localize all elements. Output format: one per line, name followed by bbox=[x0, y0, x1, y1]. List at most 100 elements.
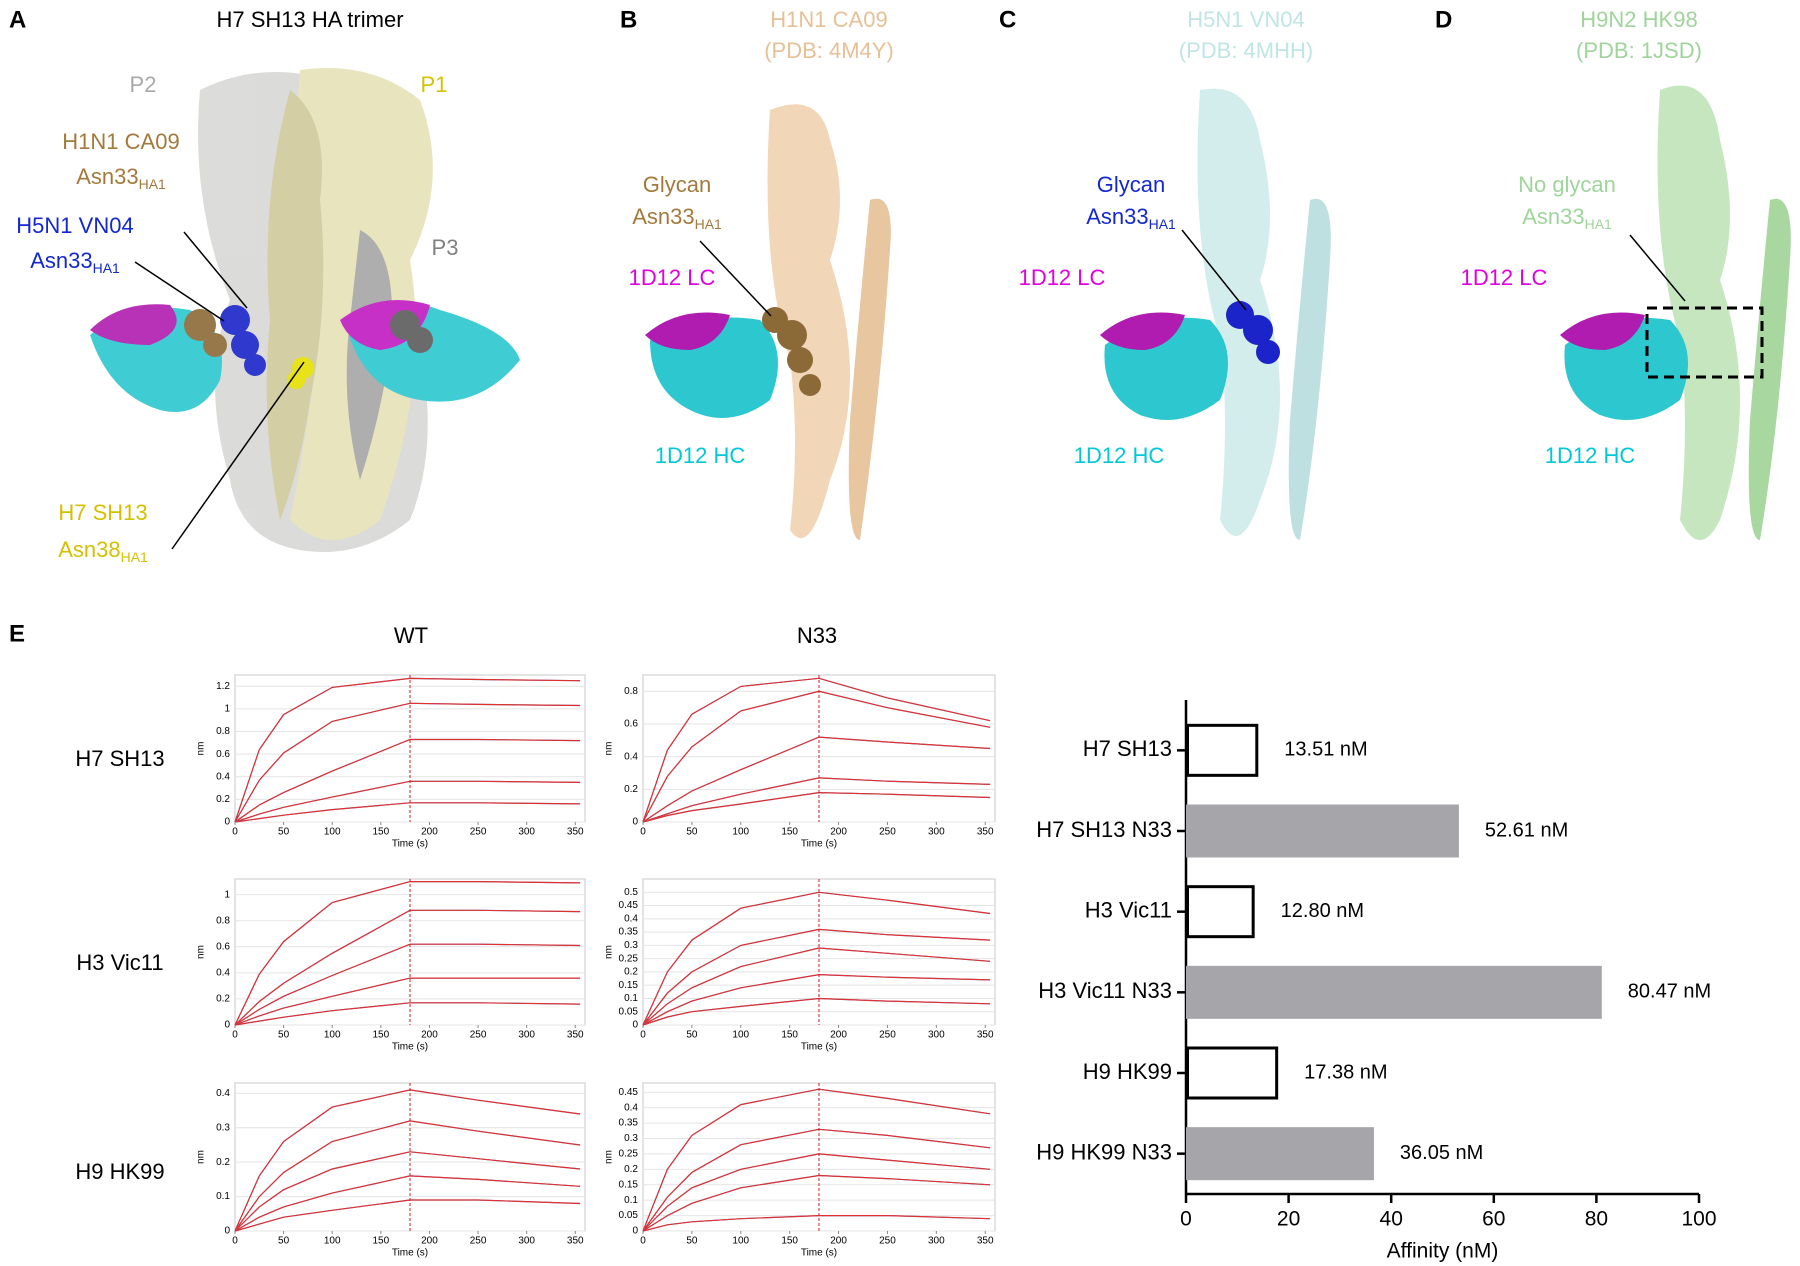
x-tick-label: 50 bbox=[278, 827, 290, 838]
x-tick-label: 150 bbox=[781, 1030, 798, 1041]
chain-label: 1D12 LC bbox=[1019, 265, 1106, 290]
bar bbox=[1186, 804, 1459, 858]
x-tick-label: 0 bbox=[640, 1030, 646, 1041]
bar bbox=[1186, 1127, 1374, 1181]
y-tick-label: 0.6 bbox=[216, 941, 230, 952]
y-tick-label: 0 bbox=[632, 817, 638, 828]
fit-curve bbox=[234, 1175, 581, 1232]
column-title: N33 bbox=[797, 623, 837, 648]
y-tick-label: 0.4 bbox=[216, 967, 230, 978]
x-axis-label: Time (s) bbox=[392, 1042, 428, 1053]
x-tick-label: 100 bbox=[324, 827, 341, 838]
panel-label: C bbox=[999, 6, 1016, 33]
fit-curve bbox=[234, 1120, 581, 1232]
y-tick-label: 0.15 bbox=[619, 980, 639, 991]
x-axis-label: Time (s) bbox=[392, 1248, 428, 1259]
x-tick-label: 100 bbox=[732, 1236, 749, 1247]
y-tick-label: 0.2 bbox=[624, 784, 638, 795]
fit-curve bbox=[642, 777, 991, 823]
x-axis-label: Time (s) bbox=[801, 1042, 837, 1053]
y-tick-label: 0.25 bbox=[619, 1149, 639, 1160]
y-axis-label: nm bbox=[604, 1150, 615, 1164]
value-label: 80.47 nM bbox=[1628, 981, 1711, 1003]
x-tick-label: 200 bbox=[830, 827, 847, 838]
fit-curve bbox=[234, 909, 581, 1026]
chain-label: 1D12 HC bbox=[1074, 443, 1165, 468]
bar bbox=[1186, 885, 1255, 939]
y-tick-label: 0.05 bbox=[619, 1210, 639, 1221]
y-tick-label: 1.2 bbox=[216, 681, 230, 692]
y-tick-label: 0.8 bbox=[216, 726, 230, 737]
y-tick-label: 0.2 bbox=[624, 967, 638, 978]
chain-label: 1D12 LC bbox=[1461, 265, 1548, 290]
y-tick-label: 0.6 bbox=[216, 749, 230, 760]
leader-lines bbox=[134, 229, 1686, 550]
y-tick-label: 0.4 bbox=[216, 1088, 230, 1099]
x-tick-label: 350 bbox=[567, 1236, 584, 1247]
y-tick-label: 0.4 bbox=[624, 913, 638, 924]
fit-curve bbox=[234, 1199, 581, 1232]
x-tick-label: 250 bbox=[879, 1236, 896, 1247]
y-tick-label: 1 bbox=[224, 889, 230, 900]
fit-curve bbox=[234, 677, 581, 823]
y-tick-label: 1 bbox=[224, 704, 230, 715]
fit-curve bbox=[234, 1002, 581, 1026]
x-tick-label: 350 bbox=[977, 1236, 994, 1247]
x-tick-label: 150 bbox=[372, 1030, 389, 1041]
annotation: Asn38HA1 bbox=[58, 537, 148, 565]
panel-label: A bbox=[9, 6, 26, 33]
y-axis-label: nm bbox=[196, 742, 207, 756]
x-tick-label: 200 bbox=[421, 1236, 438, 1247]
annotation: Asn33HA1 bbox=[30, 248, 120, 276]
panel-title: H7 SH13 HA trimer bbox=[216, 7, 403, 32]
x-tick-label: 80 bbox=[1585, 1208, 1608, 1231]
y-tick-label: 0.4 bbox=[624, 1102, 638, 1113]
fit-curve bbox=[642, 791, 991, 823]
x-tick-label: 250 bbox=[879, 1030, 896, 1041]
fit-curve bbox=[642, 1153, 991, 1232]
fit-curve bbox=[234, 1151, 581, 1232]
y-tick-label: 0.4 bbox=[216, 771, 230, 782]
y-tick-label: 0.35 bbox=[619, 927, 639, 938]
panel-label: E bbox=[9, 620, 25, 647]
column-title: WT bbox=[394, 623, 428, 648]
pdb-id: (PDB: 4M4Y) bbox=[764, 38, 894, 63]
protomer: P1 bbox=[421, 72, 448, 97]
x-tick-label: 50 bbox=[686, 1030, 698, 1041]
y-tick-label: 0 bbox=[224, 1226, 230, 1237]
protomer: P2 bbox=[130, 72, 157, 97]
panel-title: H9N2 HK98 bbox=[1580, 7, 1697, 32]
fit-curve bbox=[642, 928, 991, 1026]
x-tick-label: 250 bbox=[879, 827, 896, 838]
value-label: 12.80 nM bbox=[1281, 900, 1364, 922]
x-tick-label: 250 bbox=[470, 1030, 487, 1041]
y-axis-label: nm bbox=[604, 742, 615, 756]
y-axis-label: nm bbox=[196, 945, 207, 959]
x-tick-label: 200 bbox=[830, 1030, 847, 1041]
x-tick-label: 50 bbox=[686, 827, 698, 838]
y-tick-label: 0.2 bbox=[216, 794, 230, 805]
x-axis-label: Time (s) bbox=[801, 839, 837, 850]
annotation: H7 SH13 bbox=[58, 500, 147, 525]
annotation: Asn33HA1 bbox=[76, 164, 166, 192]
y-tick-label: 0.8 bbox=[624, 686, 638, 697]
fit-curve bbox=[234, 881, 581, 1026]
x-tick-label: 350 bbox=[977, 1030, 994, 1041]
panel-title: H5N1 VN04 bbox=[1187, 7, 1304, 32]
annotation: Glycan bbox=[643, 172, 711, 197]
fit-curve bbox=[642, 947, 991, 1026]
y-tick-label: 0.1 bbox=[624, 1195, 638, 1206]
annotation: Asn33HA1 bbox=[632, 204, 722, 232]
y-tick-label: 0.15 bbox=[619, 1179, 639, 1190]
fit-curve bbox=[642, 1174, 991, 1232]
y-tick-label: 0.5 bbox=[624, 887, 638, 898]
y-tick-label: 0.45 bbox=[619, 1087, 639, 1098]
fit-curve bbox=[642, 736, 991, 823]
y-tick-label: 0.35 bbox=[619, 1118, 639, 1129]
x-tick-label: 100 bbox=[732, 1030, 749, 1041]
fit-curve bbox=[642, 1128, 991, 1232]
value-label: 52.61 nM bbox=[1485, 819, 1568, 841]
fit-curve bbox=[642, 997, 991, 1026]
chain-label: 1D12 LC bbox=[629, 265, 716, 290]
